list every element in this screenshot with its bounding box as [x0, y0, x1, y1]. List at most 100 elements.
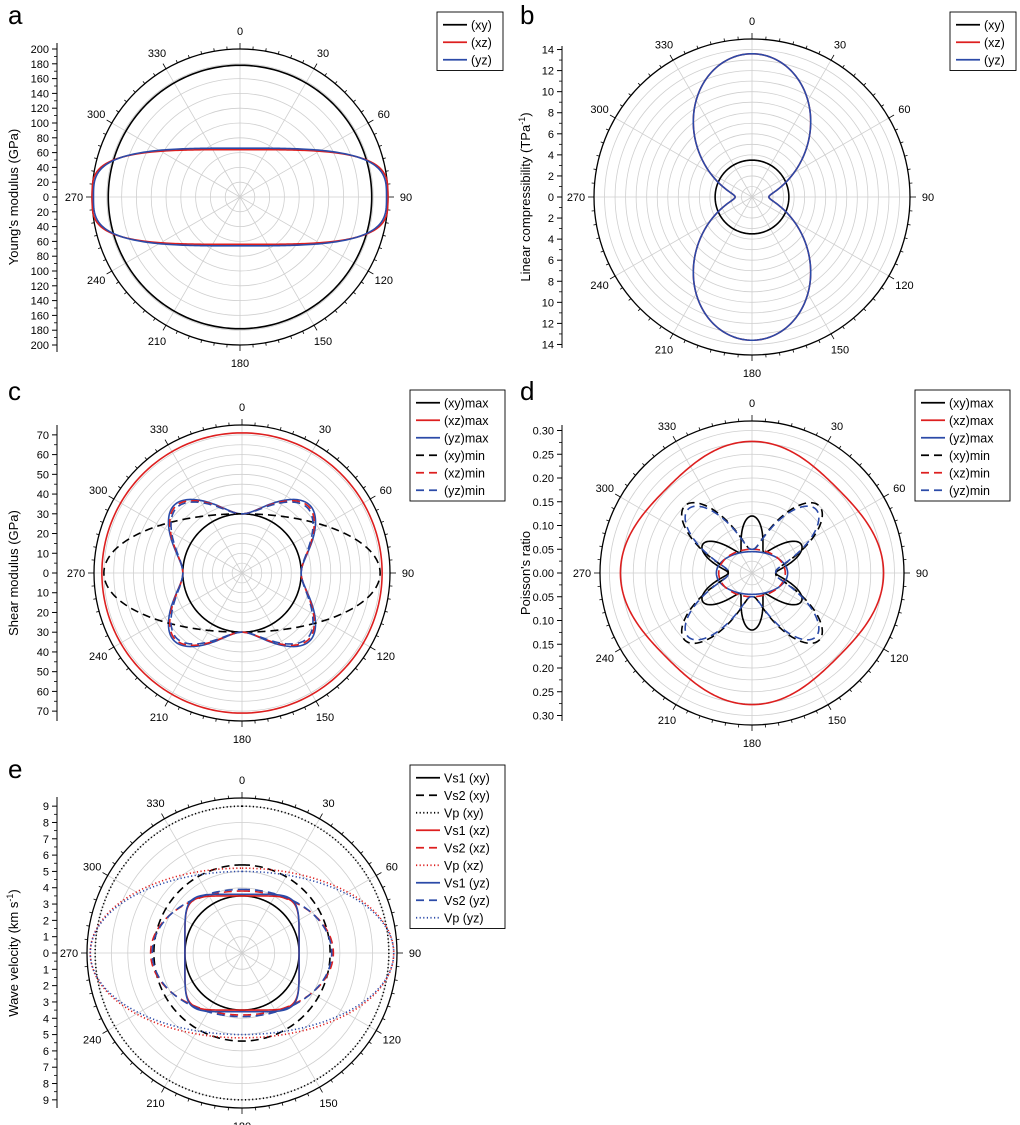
- legend-entry: Vs1 (xz): [444, 824, 490, 838]
- series-line-b-2: [692, 52, 812, 342]
- angle-tick-mark: [104, 635, 109, 638]
- radial-tick-label: 50: [37, 469, 49, 481]
- angle-tick-mark: [779, 38, 781, 42]
- angle-tick-mark: [155, 449, 158, 452]
- angle-tick-label: 300: [596, 483, 614, 495]
- grid-spoke: [751, 572, 884, 650]
- series-line-a-0: [107, 64, 373, 330]
- angle-tick-mark: [281, 1102, 284, 1106]
- radial-tick-label: 60: [37, 148, 49, 160]
- grid-spoke: [751, 572, 829, 705]
- angle-tick-mark: [380, 520, 385, 523]
- grid-spoke: [111, 122, 241, 198]
- radial-tick-label: 60: [37, 450, 49, 462]
- grid-spoke: [751, 496, 884, 574]
- angle-tick-mark: [709, 349, 712, 353]
- angle-tick-mark: [669, 54, 674, 61]
- chart-a: a030609012015018021024027030033020018016…: [6, 0, 504, 370]
- radial-tick-label: 0.20: [533, 663, 554, 675]
- angle-tick-mark: [151, 823, 154, 827]
- legend-entry: (yz): [984, 53, 1005, 67]
- angle-tick-mark: [387, 1005, 391, 1008]
- angle-tick-mark: [606, 519, 610, 522]
- angle-tick-mark: [265, 342, 267, 346]
- grid-spoke: [111, 196, 241, 272]
- grid-spoke: [672, 59, 753, 198]
- angle-tick-mark: [120, 851, 124, 854]
- radial-tick-label: 0.20: [533, 473, 554, 485]
- legend-entry: Vs2 (xy): [444, 789, 490, 803]
- angle-tick-mark: [124, 291, 127, 295]
- angle-tick-mark: [187, 335, 190, 340]
- angle-tick-mark: [326, 449, 329, 452]
- angle-tick-mark: [108, 646, 115, 651]
- legend-entry: Vs1 (yz): [444, 876, 490, 890]
- angle-tick-mark: [652, 689, 655, 692]
- legend-entry: (xy): [471, 18, 492, 32]
- panel-label-c: c: [8, 376, 21, 406]
- angle-tick-mark: [334, 81, 338, 84]
- angle-tick-mark: [659, 326, 662, 330]
- angle-tick-mark: [281, 800, 284, 804]
- angle-tick-mark: [394, 979, 398, 981]
- angle-tick-mark: [315, 439, 320, 446]
- angle-tick-mark: [200, 1102, 203, 1106]
- angle-tick-label: 90: [916, 568, 928, 580]
- angle-tick-label: 60: [380, 485, 392, 497]
- radial-tick-label: 4: [43, 1013, 49, 1025]
- angle-tick-mark: [302, 59, 305, 64]
- series-line-c-5: [170, 501, 314, 645]
- angle-tick-label: 30: [317, 48, 329, 60]
- legend-entry: Vs1 (xy): [444, 771, 490, 785]
- grid-spoke: [107, 952, 243, 1031]
- angle-tick-mark: [177, 435, 180, 440]
- radial-tick-label: 5: [43, 866, 49, 878]
- angle-tick-mark: [803, 427, 806, 431]
- angle-tick-label: 210: [146, 1098, 164, 1110]
- angle-tick-label: 300: [83, 862, 101, 874]
- angle-tick-mark: [900, 250, 904, 253]
- grid-spoke: [164, 952, 243, 1088]
- series-line-d-0: [701, 515, 803, 631]
- angle-tick-mark: [633, 670, 636, 673]
- grid-spoke: [241, 818, 320, 954]
- angle-tick-mark: [872, 298, 876, 301]
- grid-spoke: [165, 196, 241, 326]
- angle-tick-mark: [102, 872, 108, 876]
- angle-tick-label: 150: [831, 344, 849, 356]
- radial-tick-label: 0: [43, 948, 49, 960]
- angle-tick-mark: [803, 715, 806, 719]
- radial-tick-label: 20: [37, 177, 49, 189]
- angle-tick-mark: [889, 507, 893, 510]
- legend-b: (xy) (xz) (yz): [949, 11, 1017, 71]
- angle-tick-mark: [683, 50, 686, 54]
- grid-spoke: [751, 59, 832, 198]
- angle-tick-label: 60: [386, 862, 398, 874]
- angle-tick-mark: [876, 659, 880, 663]
- angle-tick-label: 0: [749, 16, 755, 28]
- angle-tick-mark: [778, 420, 780, 424]
- angle-tick-mark: [353, 99, 356, 103]
- angle-tick-mark: [363, 657, 366, 660]
- angle-tick-mark: [140, 831, 143, 835]
- angle-tick-mark: [174, 1093, 177, 1097]
- grid-spoke: [751, 196, 890, 277]
- angle-tick-mark: [888, 114, 895, 119]
- series-line-e-8: [89, 870, 395, 1036]
- angle-tick-mark: [144, 686, 148, 689]
- angle-tick-mark: [319, 1087, 323, 1093]
- angle-tick-mark: [116, 110, 119, 113]
- angle-tick-mark: [330, 1079, 333, 1083]
- angle-tick-mark: [132, 301, 136, 305]
- angle-tick-mark: [336, 686, 340, 689]
- radial-tick-label: 160: [31, 310, 49, 322]
- angle-tick-mark: [93, 546, 97, 548]
- angle-tick-mark: [624, 483, 628, 487]
- radial-tick-label: 0.10: [533, 521, 554, 533]
- radial-tick-label: 70: [37, 430, 49, 442]
- grid-spoke: [239, 196, 315, 326]
- radial-tick-label: 20: [37, 607, 49, 619]
- angle-tick-label: 330: [148, 48, 166, 60]
- radial-tick-label: 200: [31, 340, 49, 352]
